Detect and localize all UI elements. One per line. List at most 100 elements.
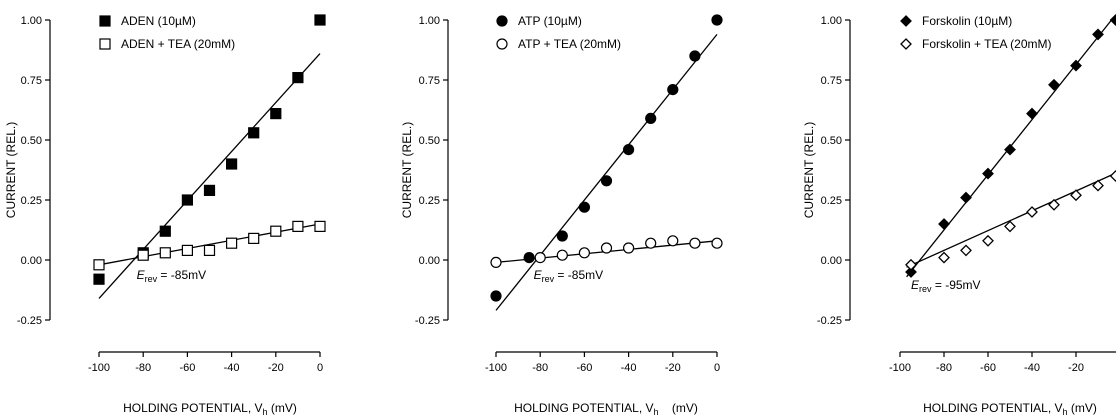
data-point <box>1048 198 1060 211</box>
series-1 <box>905 14 1116 278</box>
data-point <box>248 127 260 139</box>
data-point <box>622 144 635 156</box>
series-2 <box>905 170 1116 271</box>
data-point <box>667 235 679 247</box>
y-axis-title: CURRENT (REL.) <box>400 122 414 218</box>
y-tick-label: 0.25 <box>419 195 440 207</box>
legend-label: ATP + TEA (20mM) <box>518 37 621 51</box>
y-tick-label: 0.00 <box>821 255 842 267</box>
data-point <box>292 71 304 84</box>
legend-marker <box>99 38 111 50</box>
data-point <box>556 249 568 261</box>
x-axis-title: HOLDING POTENTIAL, Vh (mV) <box>514 401 698 417</box>
data-point <box>645 112 657 125</box>
data-point <box>490 256 502 268</box>
y-tick-label: 0.25 <box>21 195 42 207</box>
data-point <box>490 290 502 302</box>
data-point <box>1004 220 1016 233</box>
data-point <box>711 237 723 249</box>
reversal-potential-label: Erev = -85mV <box>137 268 207 284</box>
chart-panel-3: -0.25 0.00 0.25 0.50 0.75 1.00 CURRENT (REL.) -… <box>802 14 1116 417</box>
data-point <box>1109 14 1116 26</box>
x-tick-label: -80 <box>936 362 952 374</box>
legend-marker <box>496 38 508 50</box>
data-point <box>159 225 171 237</box>
x-axis-title: HOLDING POTENTIAL, Vh (mV) <box>123 401 297 417</box>
data-point <box>600 242 613 254</box>
x-tick-label: -60 <box>179 362 195 374</box>
x-tick-label: -100 <box>88 362 110 374</box>
data-point <box>1109 170 1116 182</box>
y-tick-label: -0.25 <box>817 315 842 327</box>
data-point <box>292 220 304 232</box>
data-point <box>600 175 613 187</box>
legend-marker <box>900 15 912 27</box>
data-point <box>1070 189 1082 202</box>
data-point <box>1048 78 1060 91</box>
data-point <box>689 50 701 62</box>
series-2 <box>93 220 326 271</box>
data-point <box>622 242 635 254</box>
y-tick-label: 1.00 <box>21 15 42 27</box>
data-point <box>93 273 105 285</box>
legend-marker <box>496 15 508 27</box>
y-tick-label: 0.75 <box>21 75 42 87</box>
reversal-potential-label: Erev = -85mV <box>534 268 604 284</box>
data-point <box>226 158 238 170</box>
data-point <box>556 230 568 242</box>
y-tick-label: 0.75 <box>419 75 440 87</box>
data-point <box>534 252 546 264</box>
data-point <box>314 220 326 232</box>
data-point <box>523 252 535 264</box>
data-point <box>181 194 193 206</box>
y-axis-title: CURRENT (REL.) <box>802 122 816 218</box>
y-tick-label: 1.00 <box>821 15 842 27</box>
x-tick-label: 0 <box>317 362 323 374</box>
data-point <box>578 247 591 259</box>
data-point <box>938 251 950 264</box>
x-tick-label: -40 <box>621 362 637 374</box>
data-point <box>645 237 657 249</box>
data-point <box>181 244 193 256</box>
data-point <box>137 249 149 261</box>
data-point <box>938 218 950 230</box>
data-point <box>982 234 994 247</box>
data-point <box>248 232 260 244</box>
y-tick-label: 0.50 <box>21 135 42 147</box>
series-1 <box>93 14 326 299</box>
y-tick-label: -0.25 <box>17 315 42 327</box>
x-tick-label: -60 <box>980 362 996 374</box>
y-tick-label: 0.00 <box>21 255 42 267</box>
x-tick-label: -20 <box>1068 362 1084 374</box>
series-2 <box>490 235 723 268</box>
data-point <box>578 201 591 213</box>
data-point <box>1092 28 1104 41</box>
data-point <box>1092 179 1104 192</box>
data-point <box>203 184 216 196</box>
legend-marker <box>99 15 111 27</box>
data-point <box>270 225 282 237</box>
chart-panel-2: -0.25 0.00 0.25 0.50 0.75 1.00 CURRENT (REL.) -… <box>400 14 723 417</box>
data-point <box>226 237 238 249</box>
x-tick-label: -60 <box>576 362 592 374</box>
x-tick-label: -80 <box>532 362 548 374</box>
x-tick-label: -40 <box>1024 362 1040 374</box>
data-point <box>314 14 326 26</box>
data-point <box>1026 107 1038 120</box>
x-tick-label: -100 <box>889 362 911 374</box>
data-point <box>960 191 972 204</box>
legend-label: ATP (10µM) <box>518 14 582 28</box>
legend-marker <box>900 38 912 50</box>
data-point <box>905 266 917 278</box>
data-point <box>270 107 282 120</box>
x-axis-title: HOLDING POTENTIAL, Vh (mV) <box>923 401 1097 417</box>
x-tick-label: -100 <box>485 362 507 374</box>
data-point <box>203 244 216 256</box>
data-point <box>1070 59 1082 72</box>
legend-label: ADEN (10µM) <box>121 14 196 28</box>
x-tick-label: -80 <box>135 362 151 374</box>
y-tick-label: 1.00 <box>419 15 440 27</box>
data-point <box>689 237 701 249</box>
fit-line <box>98 223 321 266</box>
